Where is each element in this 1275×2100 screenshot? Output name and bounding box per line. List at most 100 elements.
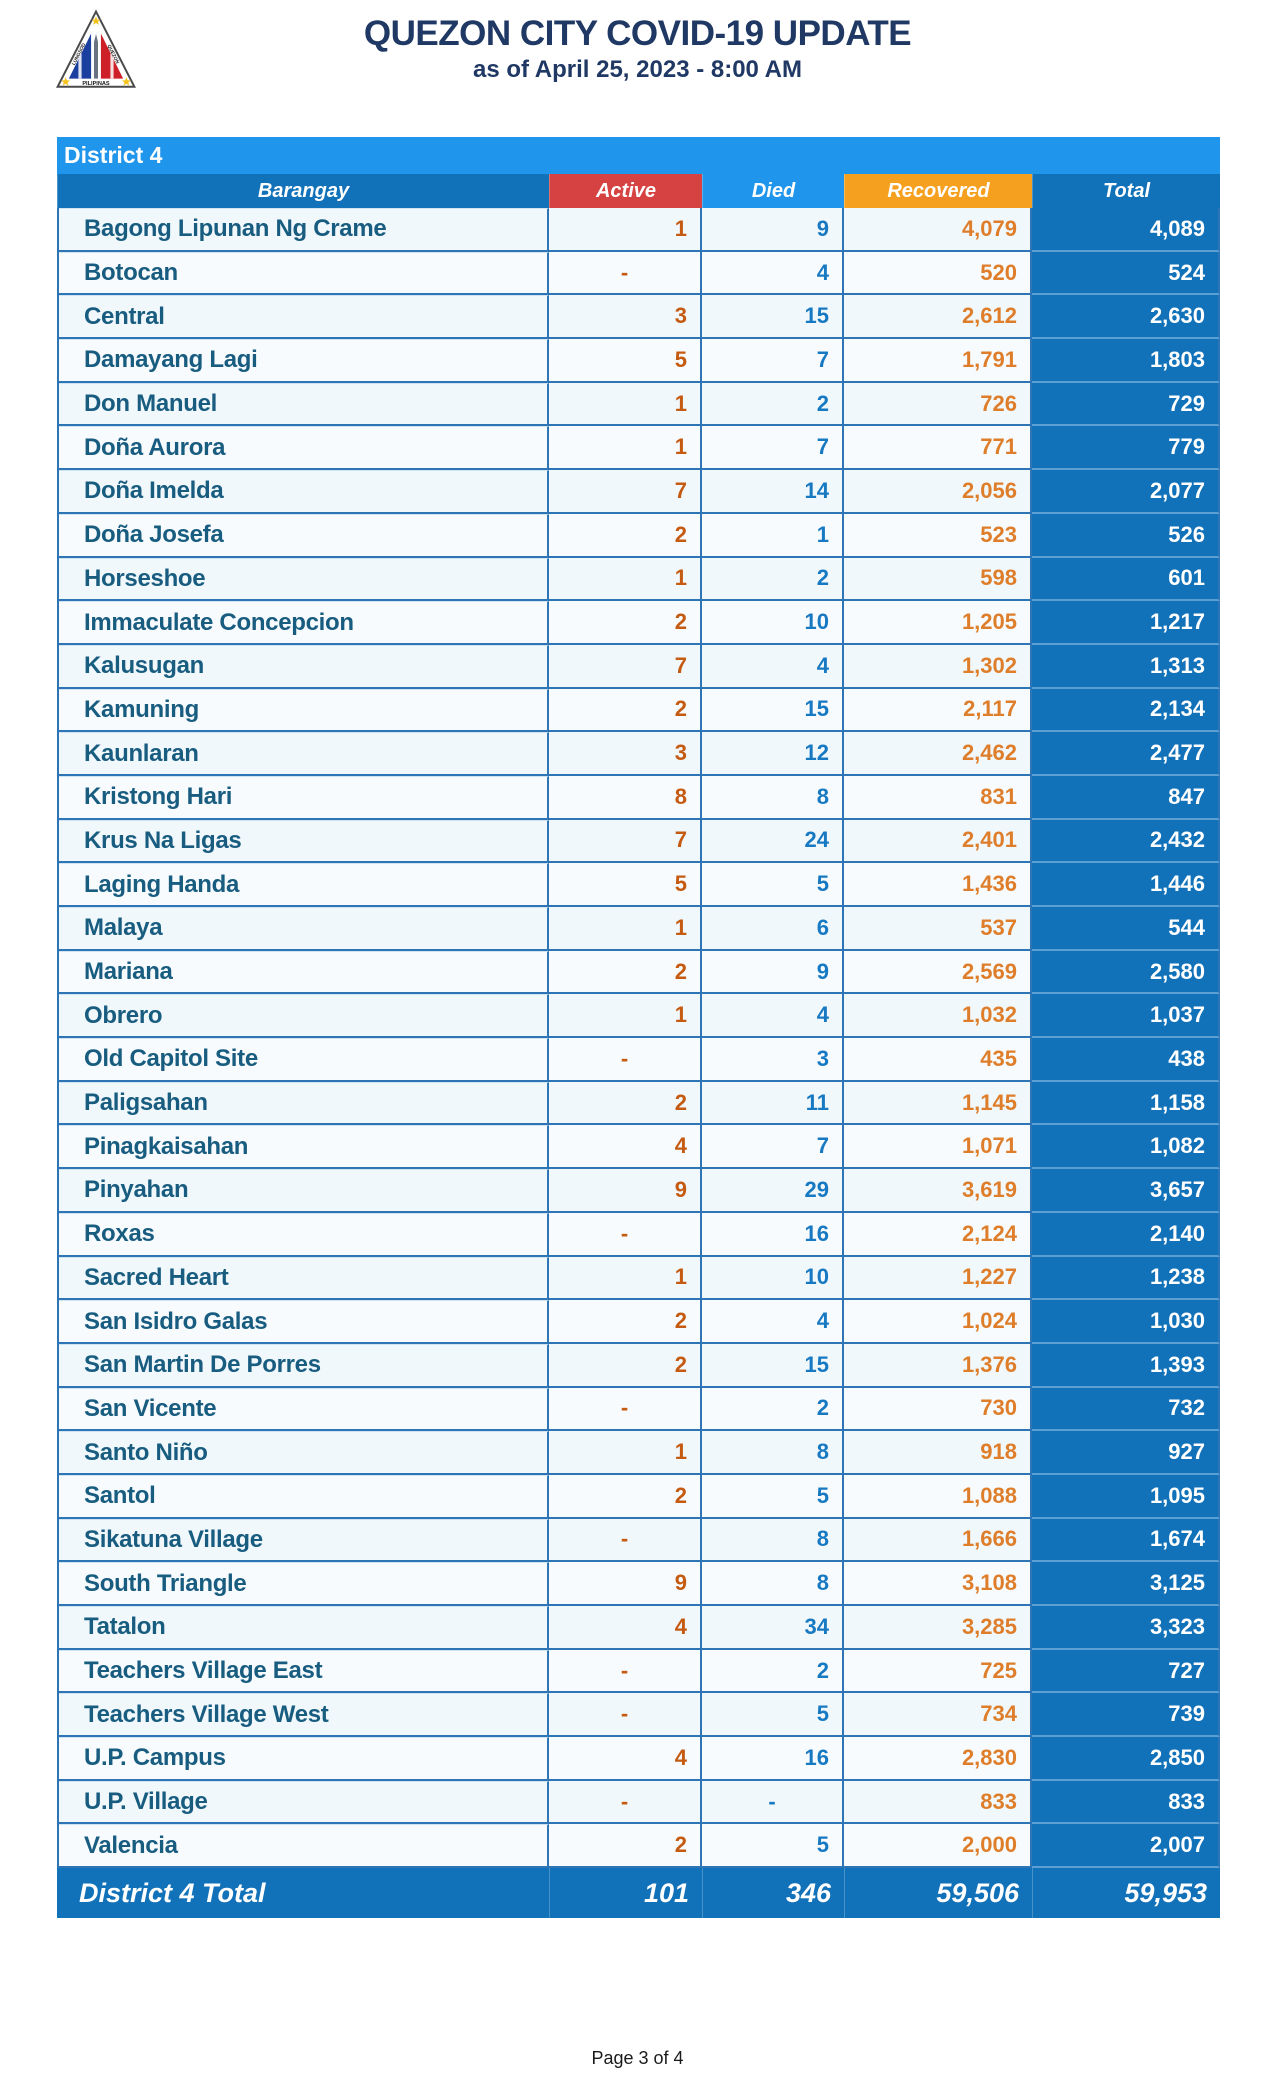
cell-died: 4 [702,644,844,689]
table-row: Damayang Lagi 5 7 1,791 1,803 [59,339,1220,383]
cell-barangay: Kristong Hari [59,775,549,820]
cell-died: 10 [702,601,844,645]
table-row: Doña Josefa 2 1 523 526 [59,513,1220,558]
cell-died: 10 [702,1256,844,1301]
cell-active: 2 [549,688,702,733]
cell-barangay: Doña Aurora [59,426,549,471]
cell-active: 2 [549,601,702,645]
cell-active: 1 [549,907,702,951]
cell-died: 7 [702,1125,844,1170]
cell-recovered: 1,666 [844,1518,1032,1563]
cell-died: 12 [702,732,844,776]
cell-active: - [549,1038,702,1082]
table-row: Don Manuel 1 2 726 729 [59,382,1220,427]
table-row: Pinagkaisahan 4 7 1,071 1,082 [59,1125,1220,1170]
cell-barangay: Kalusugan [59,644,549,689]
cell-active: 3 [549,732,702,776]
cell-total: 1,158 [1032,1081,1220,1126]
table-row: Paligsahan 2 11 1,145 1,158 [59,1081,1220,1126]
cell-recovered: 1,145 [844,1081,1032,1126]
cell-total: 1,393 [1032,1343,1220,1388]
cell-active: 7 [549,819,702,864]
cell-active: 1 [549,1256,702,1301]
cell-barangay: Old Capitol Site [59,1038,549,1082]
cell-active: 2 [549,1824,702,1869]
cell-recovered: 2,569 [844,950,1032,995]
cell-recovered: 771 [844,426,1032,471]
cell-active: 1 [549,557,702,602]
district4-covid-table: District 4 Barangay Active Died Recovere… [57,137,1220,1919]
cell-recovered: 2,056 [844,470,1032,514]
cell-barangay: Valencia [59,1824,549,1869]
cell-barangay: Malaya [59,907,549,951]
table-row: Horseshoe 1 2 598 601 [59,557,1220,602]
table-row: Old Capitol Site -3 435 438 [59,1038,1220,1082]
cell-died: 4 [702,1300,844,1344]
table-row: Krus Na Ligas 7 24 2,401 2,432 [59,819,1220,864]
cell-active: 4 [549,1737,702,1781]
cell-active: - [549,1649,702,1694]
cell-died: 2 [702,1649,844,1694]
cell-barangay: Mariana [59,950,549,995]
cell-barangay: U.P. Village [59,1780,549,1825]
cell-total: 927 [1032,1431,1220,1475]
cell-recovered: 831 [844,775,1032,820]
cell-died: 24 [702,819,844,864]
table-row: Kristong Hari 8 8 831 847 [59,775,1220,820]
page-number: Page 3 of 4 [591,2048,684,2068]
cell-recovered: 2,117 [844,688,1032,733]
cell-active: 1 [549,994,702,1039]
cell-recovered: 1,088 [844,1474,1032,1519]
cell-died: 5 [702,1824,844,1869]
cell-recovered: 2,401 [844,819,1032,864]
cell-active: 2 [549,513,702,558]
table-row: Kalusugan 7 4 1,302 1,313 [59,644,1220,689]
cell-active: 3 [549,295,702,340]
table-row: Santol 2 5 1,088 1,095 [59,1474,1220,1519]
table-row: Kamuning 2 15 2,117 2,134 [59,688,1220,733]
cell-barangay: Bagong Lipunan Ng Crame [59,208,549,252]
table-row: Santo Niño 1 8 918 927 [59,1431,1220,1475]
cell-died: 34 [702,1606,844,1650]
cell-total: 1,238 [1032,1256,1220,1301]
cell-barangay: Kamuning [59,688,549,733]
cell-recovered: 734 [844,1693,1032,1738]
cell-active: 5 [549,863,702,907]
total-active: 101 [549,1868,702,1919]
column-header-barangay: Barangay [57,174,549,208]
cell-barangay: Sacred Heart [59,1256,549,1301]
cell-died: 11 [702,1081,844,1126]
cell-died: 2 [702,1387,844,1432]
cell-barangay: U.P. Campus [59,1737,549,1781]
cell-died: 3 [702,1038,844,1082]
table-row: Bagong Lipunan Ng Crame 1 9 4,079 4,089 [59,208,1220,252]
cell-recovered: 1,032 [844,994,1032,1039]
cell-recovered: 2,830 [844,1737,1032,1781]
table-row: Doña Aurora 1 7 771 779 [59,426,1220,471]
cell-barangay: Doña Imelda [59,470,549,514]
column-header-active: Active [549,174,702,208]
cell-barangay: Pinyahan [59,1169,549,1213]
cell-active: 1 [549,382,702,427]
cell-total: 526 [1032,513,1220,558]
cell-barangay: San Isidro Galas [59,1300,549,1344]
cell-died: 1 [702,513,844,558]
cell-recovered: 2,000 [844,1824,1032,1869]
cell-barangay: Pinagkaisahan [59,1125,549,1170]
table-row: Central 3 15 2,612 2,630 [59,295,1220,340]
cell-active: 8 [549,775,702,820]
cell-total: 727 [1032,1649,1220,1694]
cell-total: 3,125 [1032,1562,1220,1606]
cell-recovered: 1,302 [844,644,1032,689]
cell-active: - [549,1212,702,1257]
cell-recovered: 4,079 [844,208,1032,252]
cell-died: 7 [702,339,844,383]
cell-died: 15 [702,295,844,340]
cell-died: 5 [702,863,844,907]
cell-total: 524 [1032,251,1220,296]
cell-died: 16 [702,1737,844,1781]
table-row: Kaunlaran 3 12 2,462 2,477 [59,732,1220,776]
cell-total: 2,140 [1032,1212,1220,1257]
cell-barangay: Sikatuna Village [59,1518,549,1563]
